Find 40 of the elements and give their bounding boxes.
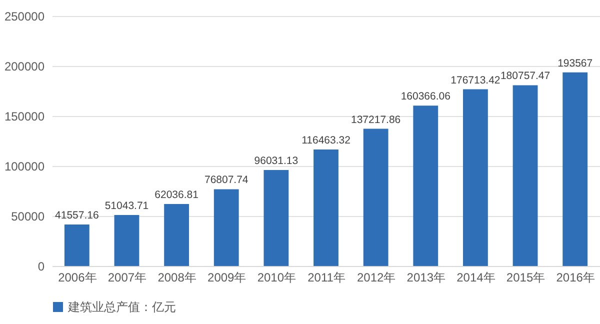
bar <box>512 85 538 266</box>
y-tick-label: 150000 <box>4 110 45 124</box>
data-label: 137217.86 <box>351 114 401 126</box>
x-tick-label: 2009年 <box>208 270 246 284</box>
y-tick-label: 100000 <box>4 160 45 174</box>
legend-label: 建筑业总产值：亿元 <box>67 300 176 314</box>
bar <box>164 204 189 266</box>
data-label: 96031.13 <box>254 154 298 167</box>
bar <box>114 214 140 266</box>
x-tick-label: 2013年 <box>406 270 446 284</box>
bar <box>314 150 338 266</box>
data-label: 176713.42 <box>450 74 500 86</box>
x-tick-label: 2008年 <box>158 270 196 284</box>
x-tick-label: 2016年 <box>556 270 595 284</box>
bar <box>64 224 90 266</box>
data-label: 76807.74 <box>204 174 248 186</box>
data-label: 41557.16 <box>55 209 99 222</box>
y-tick-label: 200000 <box>4 60 45 74</box>
y-tick-label: 0 <box>38 260 45 274</box>
bar <box>363 128 388 266</box>
x-tick-label: 2015年 <box>506 270 546 284</box>
bar <box>562 72 588 266</box>
data-label: 180757.47 <box>500 70 550 82</box>
data-label: 62036.81 <box>154 188 199 201</box>
x-tick-label: 2007年 <box>108 270 147 284</box>
bar <box>463 89 488 266</box>
y-tick-label: 250000 <box>4 10 45 24</box>
bar <box>413 106 438 266</box>
data-label: 116463.32 <box>302 134 351 147</box>
x-tick-label: 2014年 <box>456 270 496 284</box>
data-label: 160366.06 <box>400 90 451 103</box>
y-tick-label: 50000 <box>11 210 45 224</box>
x-tick-label: 2012年 <box>356 270 396 284</box>
x-tick-label: 2006年 <box>58 270 97 284</box>
bar <box>214 189 239 266</box>
data-label: 193567 <box>558 57 593 70</box>
x-tick-label: 2010年 <box>257 270 296 284</box>
x-tick-label: 2011年 <box>308 270 346 284</box>
data-label: 51043.71 <box>104 200 149 212</box>
bar <box>264 170 289 266</box>
